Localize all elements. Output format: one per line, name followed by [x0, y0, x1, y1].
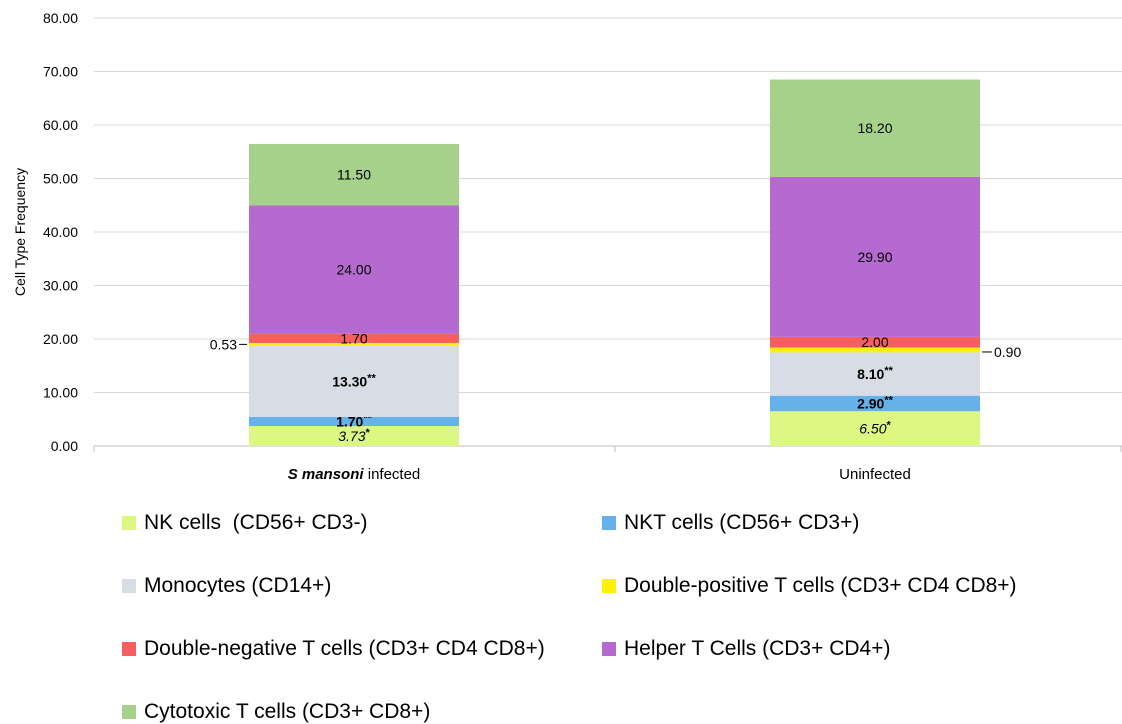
y-tick-label: 20.00	[43, 331, 78, 347]
y-tick-label: 50.00	[43, 171, 78, 187]
data-label: 29.90	[857, 249, 892, 265]
y-tick-label: 80.00	[43, 10, 78, 26]
data-label: 24.00	[336, 262, 371, 278]
y-tick-label: 40.00	[43, 224, 78, 240]
y-tick-label: 70.00	[43, 64, 78, 80]
x-category-label: S mansoni infected	[288, 466, 421, 483]
x-category-label: Uninfected	[839, 466, 911, 483]
data-label: 0.53	[210, 336, 237, 352]
y-tick-label: 0.00	[51, 438, 78, 454]
data-label: 0.90	[994, 344, 1021, 360]
y-tick-label: 30.00	[43, 278, 78, 294]
y-tick-label: 60.00	[43, 117, 78, 133]
data-label: 11.50	[337, 167, 371, 183]
y-axis-title: Cell Type Frequency	[12, 168, 28, 296]
data-label: 18.20	[857, 120, 892, 136]
y-tick-label: 10.00	[43, 385, 78, 401]
